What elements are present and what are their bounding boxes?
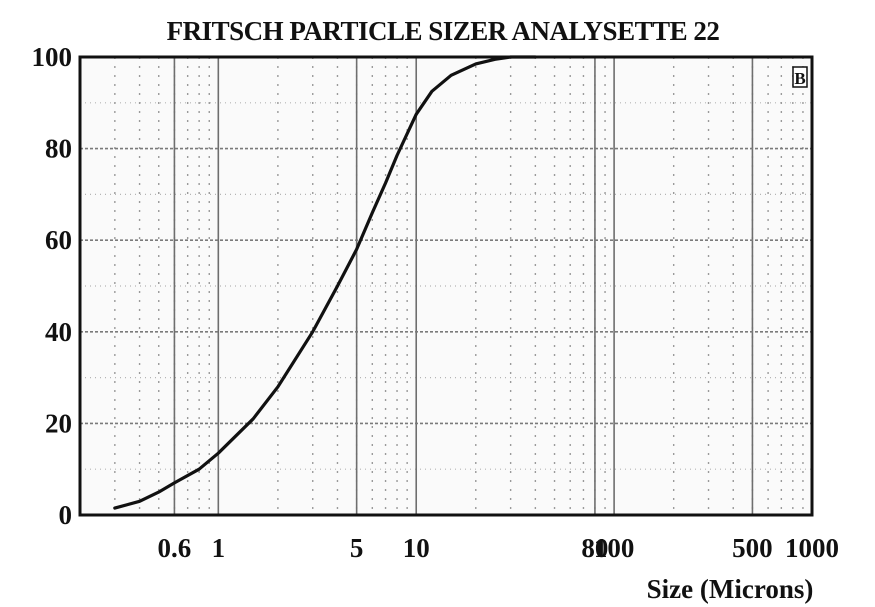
chart-title: FRITSCH PARTICLE SIZER ANALYSETTE 22 bbox=[167, 16, 720, 46]
series-line-cumulative bbox=[113, 55, 537, 510]
y-tick-label: 60 bbox=[45, 225, 72, 255]
x-tick-label: 10 bbox=[403, 533, 430, 563]
grid-lines bbox=[80, 57, 812, 515]
legend-marker: B bbox=[794, 69, 805, 88]
x-tick-label: 1 bbox=[212, 533, 226, 563]
series-layer bbox=[113, 55, 537, 510]
plot-border bbox=[78, 55, 814, 517]
x-axis-label: Size (Microns) bbox=[647, 574, 814, 604]
y-tick-label: 100 bbox=[32, 42, 73, 72]
y-tick-label: 40 bbox=[45, 317, 72, 347]
x-tick-label: 0.6 bbox=[158, 533, 192, 563]
x-tick-label: 500 bbox=[732, 533, 773, 563]
y-axis-ticks: 0 20 40 60 80 100 bbox=[32, 42, 73, 530]
x-tick-label: 5 bbox=[350, 533, 364, 563]
y-tick-label: 0 bbox=[59, 500, 73, 530]
legend-box: B bbox=[792, 66, 808, 88]
y-tick-label: 20 bbox=[45, 408, 72, 438]
x-tick-label: 80 bbox=[581, 533, 608, 563]
x-tick-label: 100 bbox=[594, 533, 635, 563]
y-tick-label: 80 bbox=[45, 134, 72, 164]
x-tick-label: 1000 bbox=[785, 533, 839, 563]
plot-frame bbox=[78, 55, 814, 517]
